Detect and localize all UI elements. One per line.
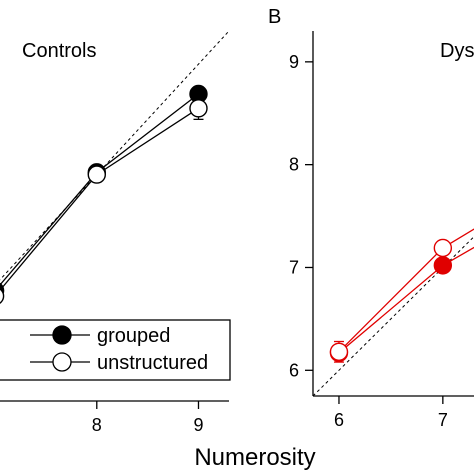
legend-marker-unstructured [52,352,72,372]
legend: grouped unstructured [0,319,231,381]
x-axis-label: Numerosity [194,444,315,471]
chart-1-grouped-point-1 [433,256,453,275]
panel-dys-marks: 6 7 6 7 8 9 [289,31,474,430]
chart-0-unstructured-point-0 [0,288,5,304]
chart-1-y-tick-label-2: 8 [289,155,299,175]
panel-dys: 6 7 6 7 8 9 B Dys [268,6,474,430]
chart-1-y-tick-label-1: 7 [289,257,299,277]
panel-controls-title: Controls [22,40,96,62]
panel-dys-letter: B [268,6,281,28]
chart-1-unstructured-point-1 [433,238,453,258]
chart-0-x-tick-label-0: 8 [92,415,102,435]
chart-0-unstructured-point-1 [87,165,106,184]
chart-0-grouped-line [0,93,199,286]
chart-0-x-tick-label-1: 9 [193,415,203,435]
legend-box [0,319,231,381]
legend-label-unstructured: unstructured [97,352,208,374]
chart-1-y-tick-label-0: 6 [289,360,299,380]
chart-0-unstructured-point-2 [189,99,208,118]
chart-1-y-tick-label-3: 9 [289,52,299,72]
chart-1-unstructured-point-0 [329,342,349,361]
chart-1-x-tick-label-0: 6 [334,410,344,430]
legend-label-grouped: grouped [97,325,170,347]
chart-0-identity-line [0,30,230,281]
panel-dys-title: Dys [440,40,474,62]
chart-1-x-tick-label-1: 7 [438,410,448,430]
chart-0-unstructured-line [0,107,199,292]
chart-1-unstructured-line [338,228,474,353]
legend-marker-grouped [52,325,72,345]
